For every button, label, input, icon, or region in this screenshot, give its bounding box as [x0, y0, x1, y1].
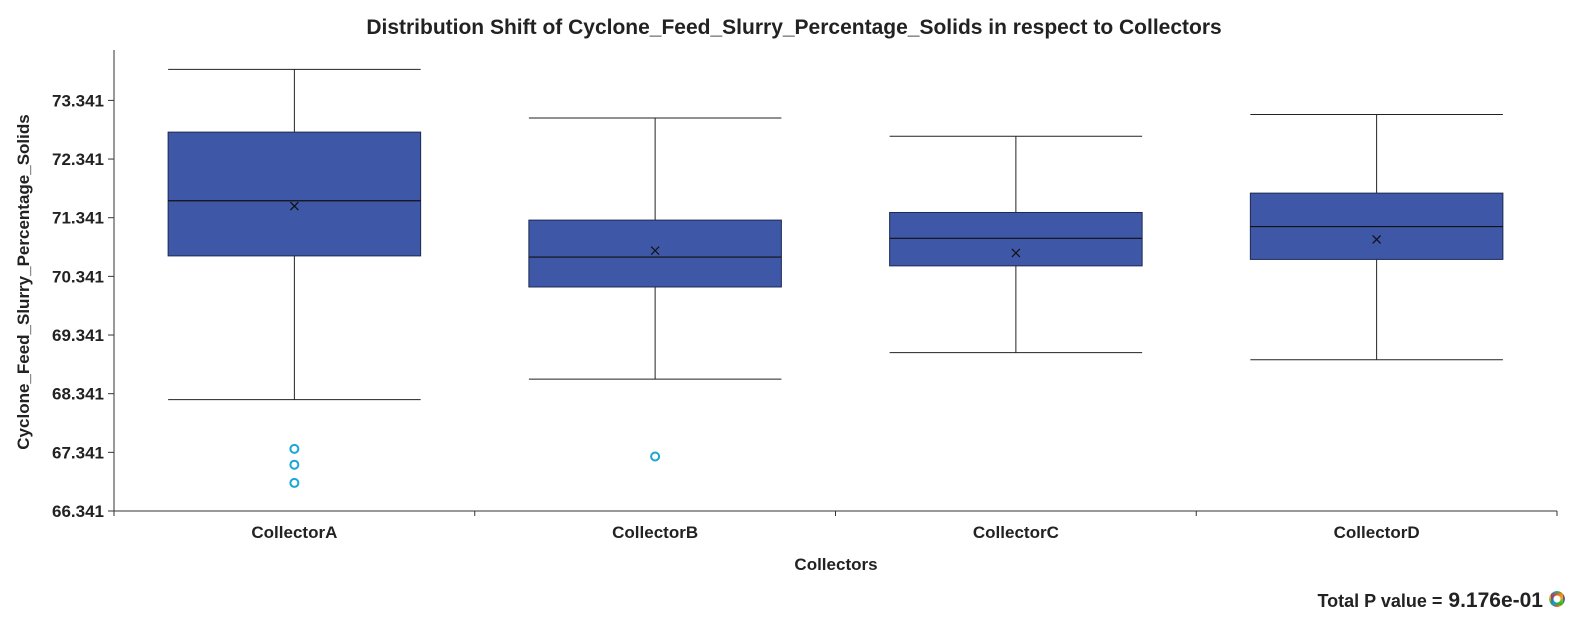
p-value-footer: Total P value = 9.176e-01	[1318, 589, 1565, 613]
x-tick-label: CollectorB	[612, 523, 698, 542]
x-axis-label: Collectors	[794, 555, 877, 574]
y-tick-label: 72.341	[52, 150, 104, 169]
outlier-point	[289, 459, 300, 470]
y-tick-label: 71.341	[52, 209, 104, 228]
outlier-point	[289, 477, 300, 488]
plot-area: 66.341 67.341 68.341 69.341 70.341 71.341 72.3…	[52, 50, 1558, 542]
p-value-label: Total P value =	[1317, 591, 1443, 611]
outlier-point	[650, 451, 661, 462]
outlier-point	[289, 443, 300, 454]
mean-marker	[289, 201, 299, 211]
y-tick-label: 70.341	[52, 267, 104, 286]
color-wheel-icon	[1549, 591, 1565, 607]
iqr-box	[167, 131, 422, 257]
y-tick-label: 68.341	[52, 385, 104, 404]
x-tick-label: CollectorC	[973, 523, 1059, 542]
mean-marker	[650, 246, 660, 256]
x-tick-label: CollectorA	[251, 523, 337, 542]
box-plot-chart: Distribution Shift of Cyclone_Feed_Slurr…	[14, 16, 1558, 574]
iqr-box	[889, 211, 1143, 267]
y-tick-label: 66.341	[52, 502, 104, 521]
x-tick-label: CollectorD	[1334, 523, 1420, 542]
chart-title: Distribution Shift of Cyclone_Feed_Slurr…	[366, 16, 1221, 39]
mean-marker	[1372, 235, 1382, 244]
y-tick-label: 69.341	[52, 326, 104, 345]
mean-marker	[1011, 248, 1021, 258]
y-tick-label: 67.341	[52, 443, 104, 462]
y-axis-label: Cyclone_Feed_Slurry_Percentage_Solids	[14, 114, 33, 449]
y-tick-label: 73.341	[52, 91, 104, 110]
iqr-box	[528, 219, 782, 288]
p-value: 9.176e-01	[1448, 589, 1543, 612]
